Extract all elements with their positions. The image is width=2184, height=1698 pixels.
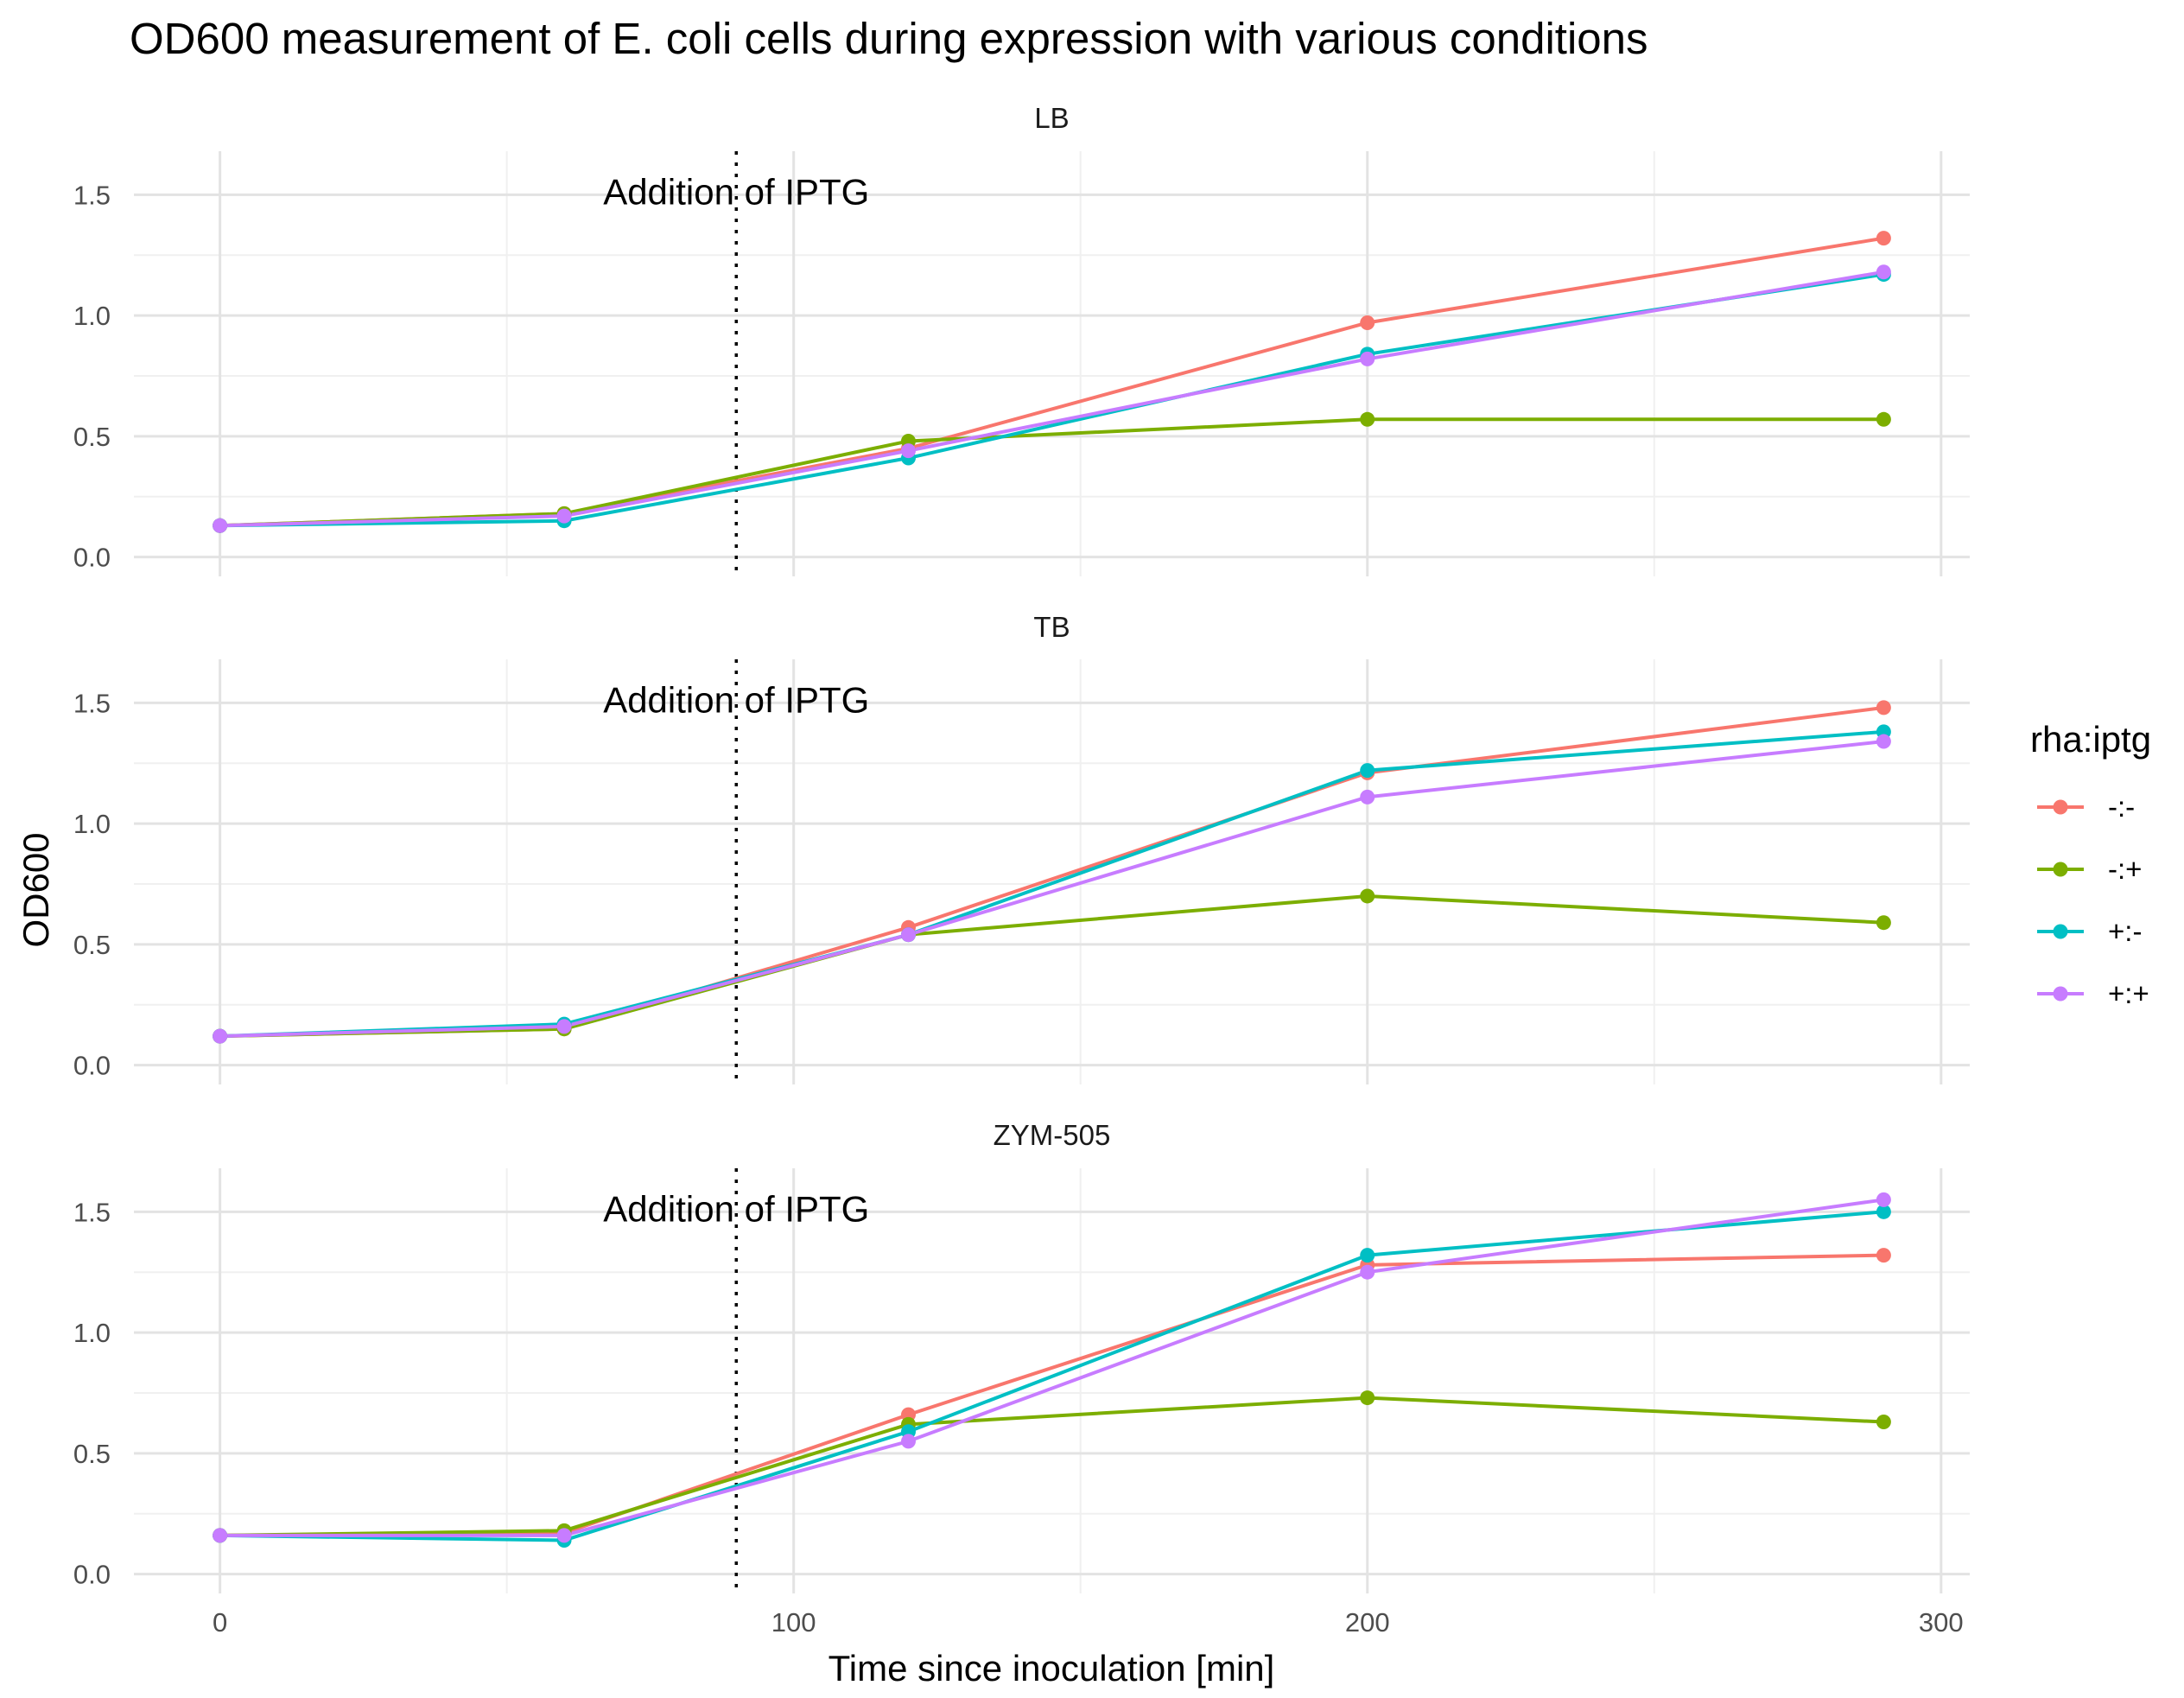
series-line--:+ (219, 894, 1884, 1039)
series-line-+:- (219, 272, 1884, 528)
data-point (1360, 888, 1375, 904)
series-line-+:+ (219, 740, 1884, 1039)
x-tick-label: 0 (213, 1607, 227, 1638)
data-point (900, 1434, 916, 1449)
data-point (1360, 1264, 1375, 1280)
data-point (556, 1019, 572, 1034)
legend-label: -:- (2108, 791, 2135, 823)
y-tick-label: 1.0 (73, 1318, 111, 1348)
legend-key-point (2053, 924, 2068, 939)
data-point (900, 443, 916, 459)
y-tick-label: 0.5 (73, 422, 111, 452)
iptg-annotation: Addition of IPTG (603, 1189, 869, 1230)
series-line-+:+ (219, 270, 1884, 528)
y-tick-label: 0.0 (73, 1051, 111, 1081)
data-point (1876, 1192, 1891, 1207)
data-point (1360, 1248, 1375, 1263)
x-tick-label: 200 (1345, 1607, 1390, 1638)
panel-tb: TB 0.0 0.5 1.0 1.5 Addition of IPTG (73, 611, 1970, 1084)
iptg-annotation: Addition of IPTG (603, 172, 869, 213)
y-tick-label: 0.0 (73, 1560, 111, 1590)
data-point (1360, 411, 1375, 427)
y-tick-label: 1.0 (73, 301, 111, 331)
panel-strip-label: ZYM-505 (994, 1119, 1111, 1151)
legend-key-point (2053, 862, 2068, 877)
data-point (1876, 264, 1891, 280)
y-tick-label: 1.5 (73, 180, 111, 210)
data-point (1876, 1248, 1891, 1263)
y-tick-label: 1.5 (73, 688, 111, 718)
x-axis-title: Time since inoculation [min] (829, 1648, 1275, 1688)
legend-key-point (2053, 986, 2068, 1002)
data-point (556, 508, 572, 524)
legend-key-point (2053, 799, 2068, 815)
series-line--:- (219, 705, 1884, 1039)
data-point (1876, 915, 1891, 931)
y-tick-label: 1.5 (73, 1197, 111, 1227)
data-point (1876, 700, 1891, 715)
legend-label: +:+ (2108, 977, 2149, 1009)
y-tick-label: 1.0 (73, 809, 111, 839)
series-line--:- (219, 1253, 1884, 1537)
data-point (1876, 231, 1891, 246)
iptg-annotation: Addition of IPTG (603, 680, 869, 721)
data-point (213, 518, 228, 533)
x-tick-label: 300 (1919, 1607, 1964, 1638)
legend-label: -:+ (2108, 853, 2142, 885)
data-point (1876, 1204, 1891, 1219)
data-point (1360, 1390, 1375, 1406)
y-axis-title: OD600 (16, 832, 56, 947)
legend-title: rha:iptg (2030, 719, 2151, 760)
y-tick-label: 0.0 (73, 543, 111, 573)
chart-title: OD600 measurement of E. coli cells durin… (130, 14, 1648, 63)
data-point (556, 1528, 572, 1543)
data-point (1360, 315, 1375, 330)
chart-panels: LB 0.0 0.5 1.0 1.5 Addition of IPTG TB 0.0 0.5 1.… (73, 102, 1970, 1638)
panel-lb: LB 0.0 0.5 1.0 1.5 Addition of IPTG (73, 102, 1970, 576)
data-point (1360, 789, 1375, 804)
data-point (1876, 1415, 1891, 1430)
panel-strip-label: TB (1033, 611, 1070, 643)
data-point (1360, 351, 1375, 366)
x-tick-label: 100 (771, 1607, 816, 1638)
data-point (213, 1528, 228, 1543)
legend: rha:iptg -:- -:+ +:- +:+ (2030, 719, 2151, 1009)
series-line--:+ (219, 1396, 1884, 1537)
data-point (1876, 411, 1891, 427)
panel-zym-505: ZYM-505 0.0 0.5 1.0 1.5 Addition of IPTG (73, 1119, 1970, 1593)
legend-label: +:- (2108, 915, 2142, 947)
panel-strip-label: LB (1034, 102, 1069, 134)
series-line--:- (219, 236, 1884, 528)
data-point (1360, 763, 1375, 779)
y-tick-label: 0.5 (73, 930, 111, 960)
data-point (1876, 734, 1891, 749)
y-tick-label: 0.5 (73, 1439, 111, 1469)
data-point (900, 927, 916, 943)
data-point (213, 1028, 228, 1044)
